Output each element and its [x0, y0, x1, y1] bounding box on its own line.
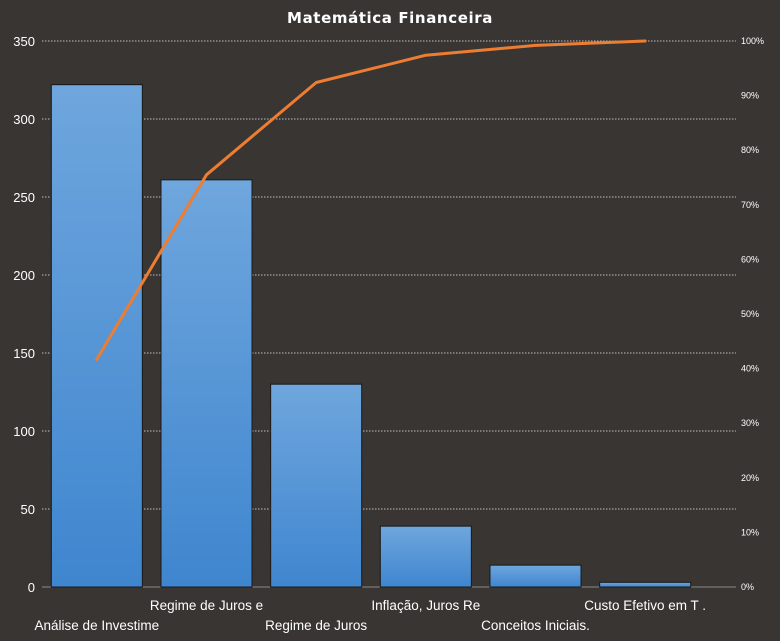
left-tick-label: 150	[13, 346, 35, 361]
left-tick-label: 200	[13, 268, 35, 283]
left-tick-label: 250	[13, 190, 35, 205]
left-axis: 0 50 100 150 200 250 300 350	[13, 34, 35, 595]
right-tick-label: 20%	[741, 473, 759, 483]
bar	[599, 581, 692, 588]
cumulative-line	[95, 39, 647, 361]
right-tick-label: 70%	[741, 200, 759, 210]
right-tick-label: 50%	[741, 309, 759, 319]
bar	[50, 84, 143, 588]
category-label: Inflação, Juros Re	[371, 598, 480, 613]
gridlines	[42, 40, 736, 588]
category-axis: Análise de Investime Regime de Juros eReg…	[35, 598, 707, 633]
left-tick-label: 0	[28, 580, 35, 595]
right-tick-label: 90%	[741, 91, 759, 101]
right-tick-label: 80%	[741, 145, 759, 155]
cumulative-line-path	[95, 39, 647, 361]
bars	[50, 84, 692, 588]
category-label: Regime de Juros	[265, 618, 367, 633]
category-label: Conceitos Iniciais.	[481, 618, 590, 633]
category-label: Regime de Juros e	[150, 598, 263, 613]
right-tick-label: 10%	[741, 527, 759, 537]
left-tick-label: 50	[21, 502, 35, 517]
right-tick-label: 0%	[741, 582, 754, 592]
category-label: Análise de Investime	[35, 618, 160, 633]
chart-title: Matemática Financeira	[287, 9, 493, 27]
bar	[270, 383, 363, 588]
left-tick-label: 100	[13, 424, 35, 439]
bar	[160, 179, 253, 588]
right-tick-label: 30%	[741, 418, 759, 428]
right-tick-label: 60%	[741, 254, 759, 264]
right-tick-label: 100%	[741, 36, 764, 46]
bar	[489, 564, 582, 588]
left-tick-label: 300	[13, 112, 35, 127]
bar	[379, 525, 472, 588]
right-tick-label: 40%	[741, 364, 759, 374]
left-tick-label: 350	[13, 34, 35, 49]
right-axis: 0% 10% 20% 30% 40% 50% 60% 70% 80% 90% 100%	[741, 36, 764, 592]
category-label: Custo Efetivo em T .	[584, 598, 706, 613]
